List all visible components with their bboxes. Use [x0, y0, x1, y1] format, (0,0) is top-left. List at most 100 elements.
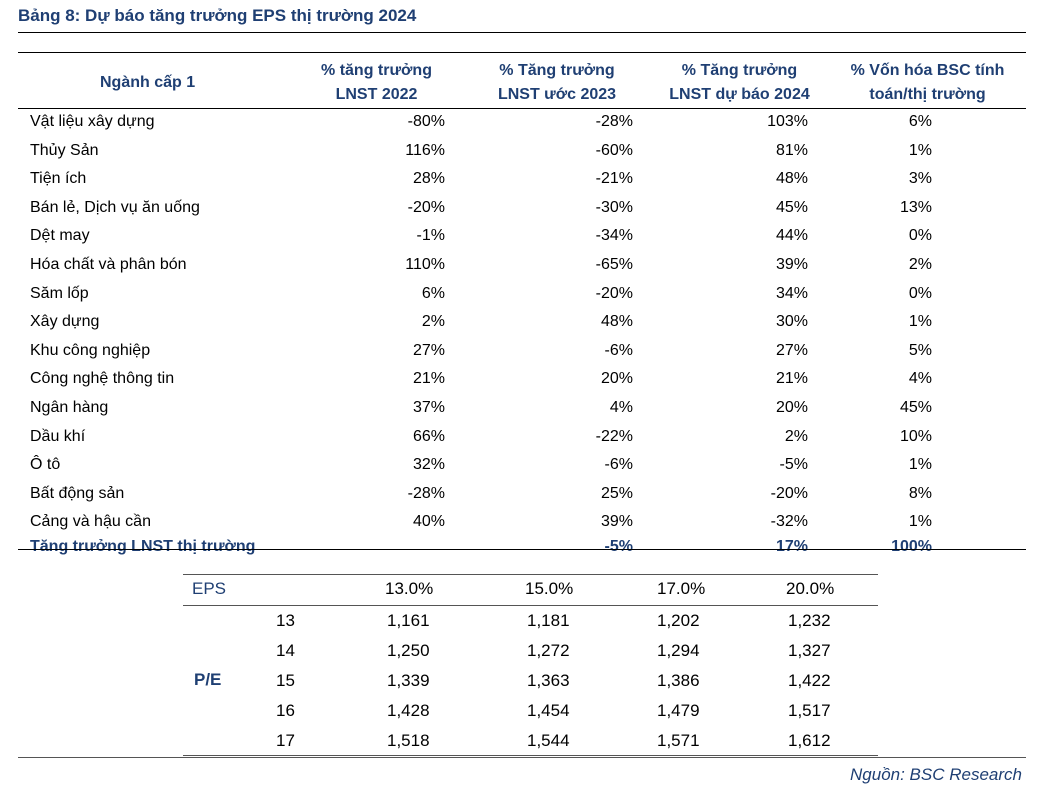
header-growth-2023-line2: LNST ước 2023 [497, 86, 617, 103]
table-cell: Bán lẻ, Dịch vụ ăn uống [30, 198, 200, 216]
table-row: Bất động sản -28% 25% -20% 8% [22, 481, 1022, 510]
eps-value: 15.0% [525, 579, 574, 598]
table-cell: 8% [908, 484, 932, 502]
growth-table-body: Vật liệu xây dựng -80% -28% 103% 6% Thủy Sản… [22, 109, 1022, 562]
table-cell: 5% [908, 341, 932, 359]
table-cell: 1,363 [527, 671, 570, 690]
table-cell: -65% [595, 255, 633, 273]
table-cell: -20% [407, 198, 445, 216]
table-cell: 37% [412, 398, 445, 416]
table-cell: 1,294 [657, 641, 700, 660]
table-cell: Vật liệu xây dựng [30, 113, 155, 130]
table-cell: 1,517 [788, 701, 831, 720]
table-row: Ô tô 32% -6% -5% 1% [22, 452, 1022, 481]
table-cell: -60% [595, 141, 633, 159]
table-cell: 1,202 [657, 611, 700, 630]
table-cell: 13% [899, 198, 932, 216]
table-cell: -34% [595, 227, 633, 245]
table-cell: 1,250 [387, 641, 430, 660]
table-row: Vật liệu xây dựng -80% -28% 103% 6% [22, 109, 1022, 138]
table-cell: 28% [412, 170, 445, 188]
table-cell: Khu công nghiệp [30, 341, 151, 359]
table-cell: 44% [775, 227, 808, 245]
table-cell: 6% [908, 113, 932, 130]
table-cell: 14 [276, 641, 295, 660]
header-market-cap-share: % Vốn hóa BSC tính toán/thị trường [830, 59, 1025, 107]
table-cell: 1,386 [657, 671, 700, 690]
table-cell: -80% [407, 113, 445, 130]
table-cell: 21% [775, 370, 808, 388]
pe-label: P/E [194, 670, 222, 689]
table-cell: 39% [775, 255, 808, 273]
table-cell: 20% [775, 398, 808, 416]
table-cell: -1% [416, 227, 445, 245]
table-cell: 39% [600, 513, 633, 531]
table-cell: 45% [899, 398, 932, 416]
table-cell: 1% [908, 313, 932, 331]
table-cell: 4% [609, 398, 633, 416]
table-cell: 1,422 [788, 671, 831, 690]
table-cell: -28% [595, 113, 633, 130]
header-growth-2022-line1: % tăng trưởng [321, 62, 432, 79]
table-cell: 45% [775, 198, 808, 216]
table-cell: 27% [775, 341, 808, 359]
table-cell: Tăng trưởng LNST thị trường [30, 537, 256, 555]
table-cell: 1,161 [387, 611, 430, 630]
eps-label: EPS [192, 579, 227, 598]
table-row: Xây dựng 2% 48% 30% 1% [22, 309, 1022, 338]
source-note: Nguồn: BSC Research [850, 765, 1022, 784]
table-cell: 6% [421, 284, 445, 302]
header-bottom-divider [18, 108, 1026, 109]
header-growth-2024-line2: LNST dự báo 2024 [669, 86, 810, 103]
eps-table-top-divider [183, 574, 878, 575]
table-cell: 48% [600, 313, 633, 331]
table-cell: 2% [784, 427, 808, 445]
table-cell: 40% [412, 513, 445, 531]
table-cell: -20% [595, 284, 633, 302]
table-cell: 13 [276, 611, 295, 630]
header-market-cap-line1: % Vốn hóa BSC tính [850, 62, 1005, 79]
table-cell: Hóa chất và phân bón [30, 255, 187, 273]
table-cell: 1,454 [527, 701, 570, 720]
table-row: Thủy Sản 116% -60% 81% 1% [22, 138, 1022, 167]
table-cell: 10% [899, 427, 932, 445]
pe-row: 17 1,518 1,544 1,571 1,612 [0, 727, 1059, 757]
table-cell: 1,272 [527, 641, 570, 660]
table-cell: 1,571 [657, 731, 700, 750]
table-row: Cảng và hậu cần 40% 39% -32% 1% [22, 509, 1022, 538]
table-cell: 2% [908, 255, 932, 273]
table-cell: -6% [604, 456, 633, 474]
table-cell: 1,339 [387, 671, 430, 690]
table-cell: Dệt may [30, 227, 90, 245]
table-row: Dệt may -1% -34% 44% 0% [22, 223, 1022, 252]
table-cell: 20% [600, 370, 633, 388]
eps-value: 17.0% [657, 579, 706, 598]
header-top-divider [18, 52, 1026, 53]
table-cell: 32% [412, 456, 445, 474]
table-cell: 17% [775, 537, 808, 555]
table-cell: 116% [405, 141, 445, 159]
table-row: Công nghệ thông tin 21% 20% 21% 4% [22, 366, 1022, 395]
table-cell: -5% [779, 456, 808, 474]
page-bottom-divider [18, 757, 1026, 758]
table-cell: Ô tô [30, 456, 61, 474]
table-cell: 0% [908, 227, 932, 245]
header-growth-2022: % tăng trưởng LNST 2022 [304, 59, 449, 107]
table-row: Khu công nghiệp 27% -6% 27% 5% [22, 338, 1022, 367]
table-cell: 1,181 [527, 611, 570, 630]
eps-value: 13.0% [385, 579, 434, 598]
header-sector: Ngành cấp 1 [100, 74, 196, 91]
table-cell: Công nghệ thông tin [30, 370, 175, 388]
table-row: Bán lẻ, Dịch vụ ăn uống -20% -30% 45% 13% [22, 195, 1022, 224]
pe-row: 15 1,339 1,363 1,386 1,422 [0, 667, 1059, 697]
table-cell: 2% [421, 313, 445, 331]
table-cell: 15 [276, 671, 295, 690]
header-growth-2023: % Tăng trưởng LNST ước 2023 [477, 59, 637, 107]
table-row: Hóa chất và phân bón 110% -65% 39% 2% [22, 252, 1022, 281]
table-cell: 100% [891, 537, 932, 555]
table-bottom-divider [18, 549, 1026, 550]
table-cell: 27% [412, 341, 445, 359]
table-cell: 3% [908, 170, 932, 188]
table-cell: 1% [908, 141, 932, 159]
table-cell: 81% [775, 141, 808, 159]
